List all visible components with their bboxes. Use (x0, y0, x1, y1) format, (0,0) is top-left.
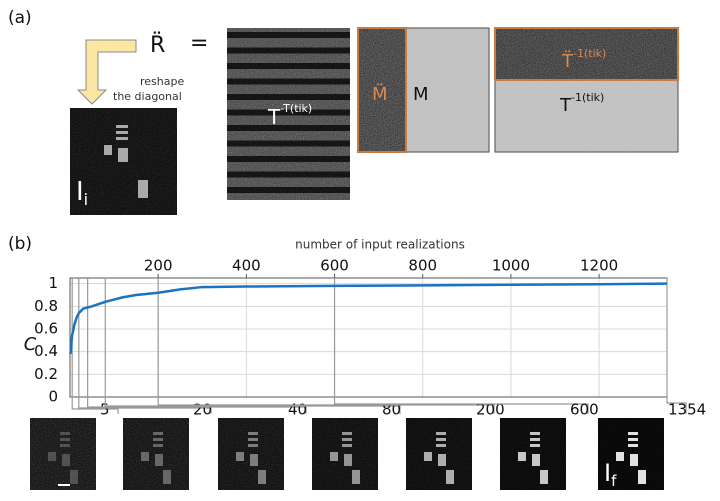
y-tick-label: 0.6 (34, 320, 58, 338)
svg-text:Ii: Ii (76, 177, 88, 209)
x-tick-label: 200 (144, 257, 173, 275)
x-tick-label: 400 (232, 257, 261, 275)
svg-text:T-1(tik): T-1(tik) (559, 91, 604, 116)
x-tick-label: 600 (320, 257, 349, 275)
snapshot-label: 40 (288, 401, 307, 419)
t-matrix-image: T-T(tik) (227, 28, 350, 200)
m-ddot-label: M̈ (372, 84, 388, 105)
final-label-base: I (604, 459, 611, 487)
plot-frame (69, 277, 668, 398)
thumbnail-noise (312, 418, 378, 490)
thumbnail-content (500, 418, 566, 490)
thumbnail-noise (406, 418, 472, 490)
stripe (227, 94, 350, 100)
stripe (227, 47, 350, 54)
stripe (227, 140, 350, 147)
t-label: T (267, 105, 281, 129)
snapshot-connector (333, 278, 589, 414)
stripe (227, 171, 350, 178)
m-matrix-image: M̈ M (357, 27, 490, 153)
stripe (227, 156, 350, 162)
t-ddot-sup: -1(tik) (573, 47, 606, 60)
r-matrix-label: R̈ (150, 32, 165, 58)
stripe (227, 63, 350, 69)
snapshot-connector (87, 278, 307, 414)
thumbnail-noise (30, 418, 96, 490)
reshape-arrow (76, 39, 137, 105)
image-label: I (76, 177, 84, 207)
image-label-sub: i (84, 190, 88, 209)
equals-sign: = (190, 31, 208, 56)
thumbnail-noise (218, 418, 284, 490)
data-line (69, 282, 668, 355)
snapshot-label: 80 (382, 401, 401, 419)
x-axis-title: number of input realizations (295, 238, 465, 252)
svg-text:T̈-1(tik): T̈-1(tik) (561, 47, 606, 72)
scale-bar (58, 484, 70, 486)
thumbnail-content (123, 418, 189, 490)
thumbnail-noise (500, 418, 566, 490)
snapshot-label: 1354 (668, 401, 706, 419)
t-inverse-image: T̈-1(tik) T-1(tik) (494, 27, 679, 153)
snapshot-connector (78, 278, 212, 414)
final-label-sub: f (611, 472, 617, 490)
panel-label: (a) (8, 8, 32, 28)
thumbnail-content (218, 418, 284, 490)
thumbnail-noise (123, 418, 189, 490)
t-label-sup: -T(tik) (280, 102, 312, 115)
thumbnail-content (406, 418, 472, 490)
snapshot-label: 200 (476, 401, 505, 419)
final-label: If (604, 459, 617, 490)
input-image: Ii (70, 108, 177, 215)
stripe (227, 78, 350, 85)
m-label: M (413, 84, 429, 105)
t-inv-label: T (559, 95, 572, 116)
snapshot-connector (666, 278, 687, 414)
y-tick-label: 0 (48, 388, 58, 406)
snapshot-label: 20 (193, 401, 212, 419)
t-ddot-label: T̈ (561, 51, 574, 72)
arrow-text: the diagonal (113, 90, 182, 103)
snapshot-label: 600 (570, 401, 599, 419)
stripe (227, 187, 350, 193)
x-tick-label: 800 (408, 257, 437, 275)
snapshot-label: 5 (100, 401, 110, 419)
panel-label: (b) (8, 234, 32, 254)
thumbnail-noise (598, 418, 664, 490)
stripe (227, 32, 350, 38)
arrow-text: reshape (140, 75, 184, 88)
y-tick-label: 0.8 (34, 297, 58, 315)
svg-text:T-T(tik): T-T(tik) (267, 102, 312, 129)
x-tick-label: 1000 (492, 257, 530, 275)
snapshot-connector (104, 278, 401, 414)
y-tick-label: 0.2 (34, 365, 58, 383)
stripe (227, 125, 350, 131)
snapshot-connector (157, 278, 495, 414)
t-inv-sup: -1(tik) (571, 91, 604, 104)
y-tick-label: 0.4 (34, 342, 58, 360)
thumbnail-content (598, 418, 664, 490)
y-axis-title: C (24, 334, 37, 355)
x-tick-label: 1200 (580, 257, 618, 275)
thumbnail-content (30, 418, 96, 490)
thumbnail-content (312, 418, 378, 490)
y-tick-label: 1 (48, 274, 58, 292)
stripe (227, 109, 350, 116)
